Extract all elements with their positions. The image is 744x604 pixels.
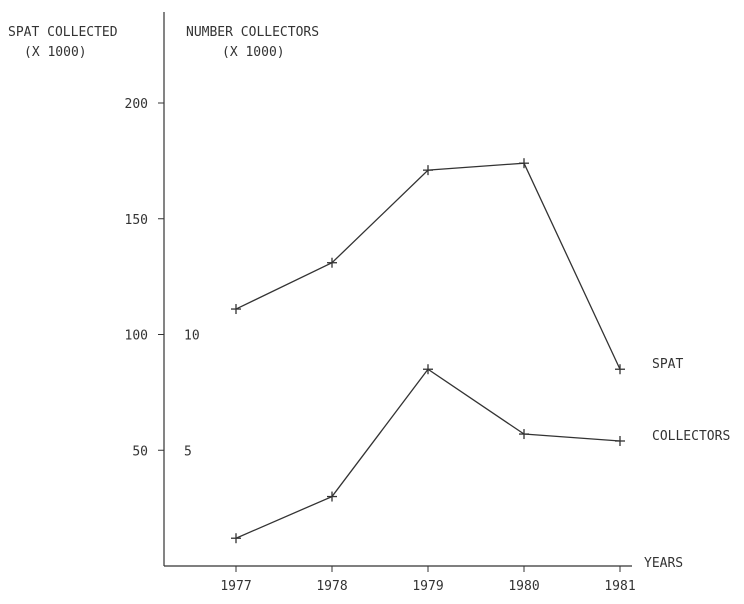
x-tick-label: 1978 [316, 579, 347, 594]
left-tick-label: 150 [125, 213, 148, 228]
collectors-series-label: COLLECTORS [652, 429, 730, 444]
right-tick-label: 10 [184, 329, 200, 344]
collectors-point [519, 429, 529, 440]
spat-point [327, 257, 337, 268]
collectors-point [423, 364, 433, 375]
left-tick-label: 100 [125, 329, 148, 344]
spat-series-line [235, 162, 621, 370]
collectors-series-line [235, 368, 621, 539]
spat-point [423, 165, 433, 176]
x-tick-label: 1979 [412, 579, 443, 594]
x-axis-label: YEARS [644, 556, 683, 571]
spat-point [519, 158, 529, 169]
x-tick-label: 1980 [508, 579, 539, 594]
x-tick-label: 1977 [220, 579, 251, 594]
spat-point [231, 304, 241, 315]
chart-marks: SPAT COLLECTORS [231, 158, 730, 544]
left-axis-title-line1: SPAT COLLECTED [8, 25, 118, 40]
right-tick-label: 5 [184, 444, 192, 459]
left-tick-label: 200 [125, 97, 148, 112]
spat-point [615, 364, 625, 375]
left-axis-title-line2: (X 1000) [24, 45, 87, 60]
left-tick-label: 50 [132, 444, 148, 459]
axes: 50 100 150 200 5 10 1977 1978 1979 1980 1981 [125, 12, 636, 594]
spat-series-label: SPAT [652, 357, 683, 372]
collectors-point [615, 435, 625, 446]
collectors-point [327, 491, 337, 502]
x-tick-label: 1981 [604, 579, 635, 594]
right-axis-title-line2: (X 1000) [222, 45, 285, 60]
right-axis-title-line1: NUMBER COLLECTORS [186, 25, 319, 40]
collectors-point [231, 533, 241, 544]
